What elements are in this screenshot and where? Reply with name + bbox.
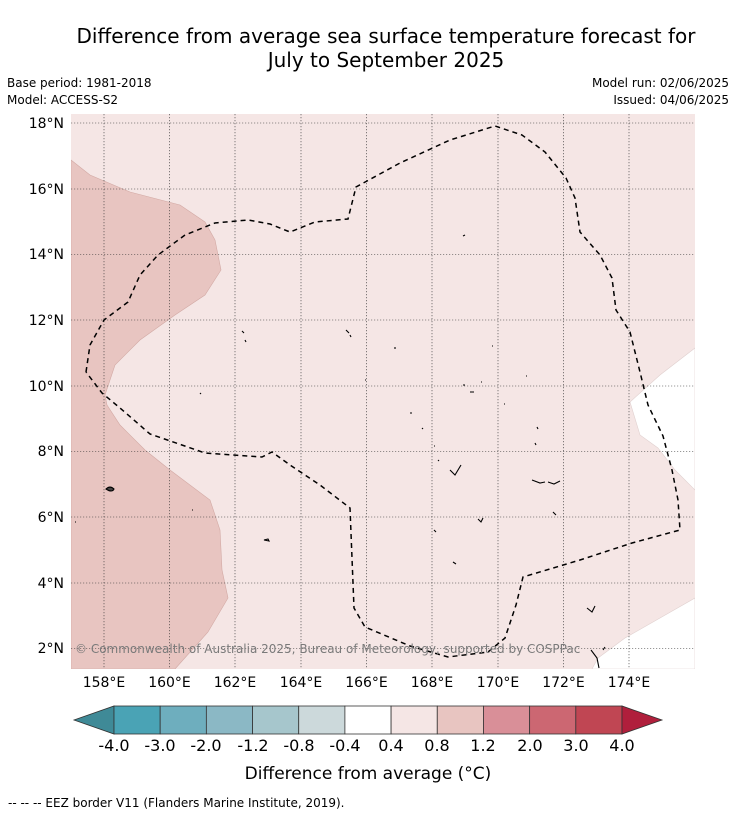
colorbar-tick-label: 1.2 [470, 736, 496, 755]
lat-label: 18°N [29, 116, 64, 132]
eez-legend-note: -- -- -- EEZ border V11 (Flanders Marine… [8, 796, 345, 810]
lat-label: 6°N [38, 510, 64, 526]
lat-label: 12°N [29, 313, 64, 329]
lon-label: 170°E [477, 675, 520, 691]
colorbar-segment [113, 705, 161, 735]
colorbar-tick-label: -0.8 [283, 736, 315, 755]
colorbar-segment [575, 705, 623, 735]
colorbar-tick-label: 3.0 [563, 736, 589, 755]
island [105, 486, 115, 492]
lon-label: 168°E [411, 675, 454, 691]
anomaly-field-0.8-1.2 [71, 159, 229, 669]
colorbar [72, 705, 664, 735]
lat-label: 10°N [29, 379, 64, 395]
island [590, 646, 606, 669]
anomaly-field-neutral-se [591, 597, 695, 669]
island [531, 479, 561, 485]
lon-label: 172°E [542, 675, 585, 691]
island [241, 330, 247, 343]
island [552, 511, 557, 516]
island [534, 426, 539, 446]
model-name: Model: ACCESS-S2 [7, 93, 119, 107]
lon-label: 162°E [214, 675, 257, 691]
gridlines [71, 114, 695, 669]
anomaly-field-neutral-east [629, 347, 695, 491]
model-run: Model run: 02/06/2025 [591, 76, 729, 90]
colorbar-extend-low [72, 705, 115, 735]
colorbar-tick-label: 0.8 [424, 736, 450, 755]
colorbar-segment [205, 705, 253, 735]
island [433, 529, 457, 565]
map-area: © Commonwealth of Australia 2025, Bureau… [71, 114, 695, 669]
colorbar-extend-high [621, 705, 664, 735]
island [437, 459, 462, 476]
colorbar-tick-label: 2.0 [517, 736, 543, 755]
colorbar-tick-label: -4.0 [98, 736, 130, 755]
lon-label: 160°E [148, 675, 191, 691]
colorbar-tick-label: 4.0 [609, 736, 635, 755]
issued-date: Issued: 04/06/2025 [613, 93, 729, 107]
map-title-line1: Difference from average sea surface temp… [76, 24, 696, 48]
colorbar-segment [529, 705, 577, 735]
lat-label: 14°N [29, 247, 64, 263]
lat-label: 4°N [38, 576, 64, 592]
lon-label: 164°E [280, 675, 323, 691]
lat-label: 16°N [29, 182, 64, 198]
colorbar-segment [483, 705, 531, 735]
colorbar-tick-label: -2.0 [190, 736, 222, 755]
colorbar-segment [252, 705, 300, 735]
island [410, 412, 435, 447]
lon-label: 174°E [608, 675, 651, 691]
lon-label: 166°E [345, 675, 388, 691]
lon-tick-labels: 158°E 160°E 162°E 164°E 166°E 168°E 170°… [83, 675, 651, 691]
island [462, 234, 466, 237]
colorbar-segment [159, 705, 207, 735]
island [463, 381, 482, 393]
colorbar-tick-label: -3.0 [144, 736, 176, 755]
island [263, 538, 270, 542]
island [477, 517, 484, 523]
colorbar-tick-label: 0.4 [378, 736, 404, 755]
colorbar-segment [390, 705, 438, 735]
lon-label: 158°E [83, 675, 126, 691]
lat-label: 2°N [38, 641, 64, 657]
colorbar-segment [298, 705, 346, 735]
copyright-notice: © Commonwealth of Australia 2025, Bureau… [75, 642, 580, 656]
colorbar-title: Difference from average (°C) [244, 764, 492, 784]
island [345, 329, 352, 338]
colorbar-tick-label: -1.2 [237, 736, 269, 755]
base-period: Base period: 1981-2018 [7, 76, 152, 90]
lat-tick-labels: 18°N 16°N 14°N 12°N 10°N 8°N 6°N 4°N 2°N [29, 116, 64, 657]
lat-label: 8°N [38, 444, 64, 460]
map-title-line2: July to September 2025 [267, 48, 505, 72]
colorbar-segment [344, 705, 392, 735]
colorbar-segment [436, 705, 484, 735]
eez-border [85, 125, 681, 658]
island [586, 605, 596, 613]
island [75, 375, 527, 523]
islands [75, 234, 606, 669]
colorbar-tick-label: -0.4 [329, 736, 361, 755]
